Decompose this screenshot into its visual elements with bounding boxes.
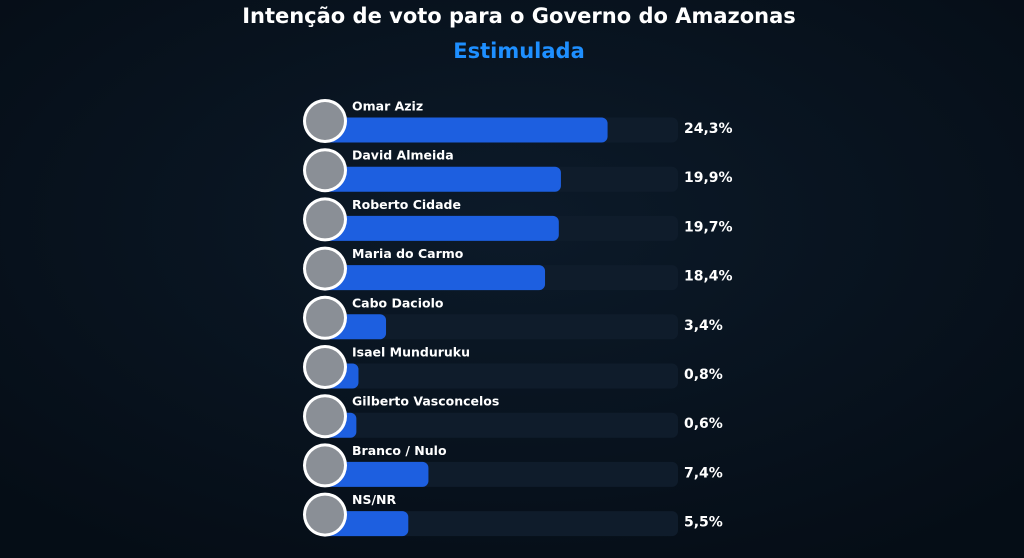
avatar-photo	[306, 495, 344, 534]
value-label: 24,3%	[684, 121, 733, 137]
bar	[318, 215, 559, 241]
avatar-photo	[306, 249, 344, 288]
category-label: Gilberto Vasconcelos	[352, 394, 499, 409]
value-label: 19,7%	[684, 219, 733, 235]
bar-track	[318, 412, 678, 438]
bar-track	[318, 363, 678, 389]
avatar-photo	[306, 446, 344, 485]
avatar-photo	[306, 151, 344, 190]
rows: Omar Aziz 24,3% David Almeida 19,9% Roberto …	[303, 99, 733, 537]
category-label: Maria do Carmo	[352, 246, 464, 261]
value-label: 0,6%	[684, 416, 723, 432]
value-label: 7,4%	[684, 465, 723, 481]
category-label: Isael Munduruku	[352, 345, 470, 360]
bar-track	[318, 314, 678, 340]
avatar-photo	[306, 102, 344, 140]
bar	[318, 166, 561, 192]
bar	[318, 117, 608, 143]
category-label: Cabo Daciolo	[352, 295, 444, 310]
category-label: Branco / Nulo	[352, 443, 447, 458]
chart-subtitle: Estimulada	[453, 39, 585, 63]
category-label: Omar Aziz	[352, 99, 423, 114]
value-label: 19,9%	[684, 170, 733, 186]
category-label: Roberto Cidade	[352, 197, 461, 212]
bar	[318, 265, 546, 291]
avatar-photo	[306, 397, 344, 436]
avatar-photo	[306, 348, 344, 386]
chart-title: Intenção de voto para o Governo do Amazo…	[242, 4, 796, 28]
category-label: NS/NR	[352, 492, 396, 507]
value-label: 5,5%	[684, 515, 723, 531]
avatar-photo	[306, 298, 344, 337]
value-label: 3,4%	[684, 318, 723, 334]
avatar-photo	[306, 200, 344, 239]
value-label: 18,4%	[684, 269, 733, 285]
category-label: David Almeida	[352, 148, 454, 163]
value-label: 0,8%	[684, 367, 723, 383]
